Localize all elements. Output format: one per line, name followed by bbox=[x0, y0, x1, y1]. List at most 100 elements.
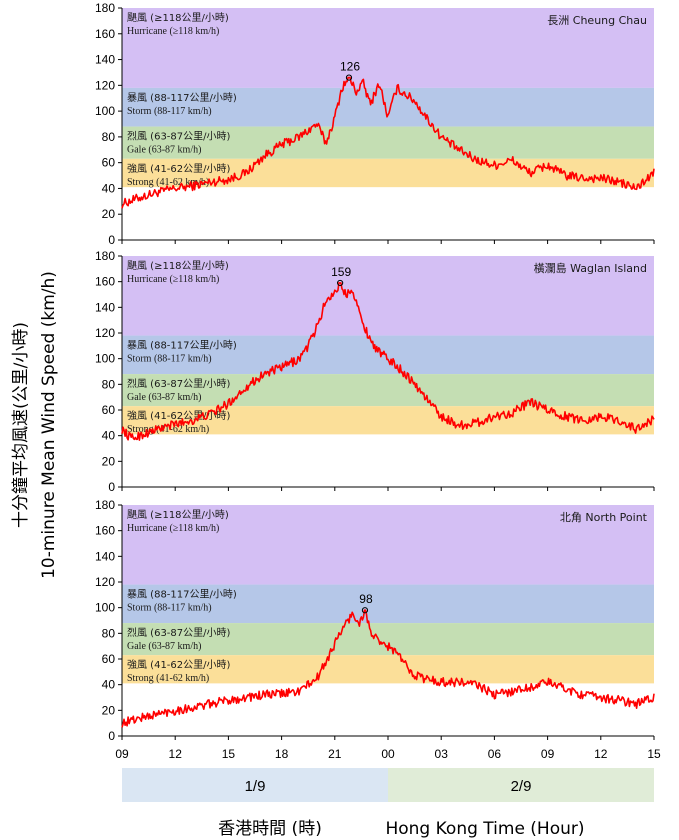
y-tick-label: 40 bbox=[102, 429, 116, 443]
band-1 bbox=[122, 87, 654, 127]
y-tick-label: 60 bbox=[102, 156, 116, 170]
band-1 bbox=[122, 335, 654, 375]
y-tick-label: 180 bbox=[95, 1, 115, 15]
x-tick-label: 18 bbox=[275, 747, 289, 761]
x-axis: 09 12 15 18 21 00 03 06 09 12 15 bbox=[115, 747, 661, 761]
y-tick-label: 140 bbox=[95, 549, 115, 563]
band-label-en: Strong (41-62 km/h) bbox=[127, 424, 209, 435]
y-tick-label: 60 bbox=[102, 652, 116, 666]
y-tick-label: 20 bbox=[102, 454, 116, 468]
y-axis-label-zh: 十分鐘平均風速(公里/小時) bbox=[11, 322, 31, 528]
station-name: 橫瀾島 Waglan Island bbox=[534, 261, 647, 275]
peak-marker bbox=[345, 74, 353, 81]
date-segment bbox=[122, 768, 388, 802]
y-tick-label: 120 bbox=[95, 575, 115, 589]
band-label-zh: 烈風 (63-87公里/小時) bbox=[127, 627, 231, 639]
band-label-en: Storm (88-117 km/h) bbox=[127, 106, 212, 117]
y-tick-label: 0 bbox=[108, 480, 115, 494]
panel-2: 颶風 (≥118公里/小時) Hurricane (≥118 km/h) 暴風 (8… bbox=[95, 249, 655, 494]
band-label-en: Gale (63-87 km/h) bbox=[127, 641, 201, 652]
band-label-zh: 暴風 (88-117公里/小時) bbox=[127, 92, 237, 104]
band-label-zh: 強風 (41-62公里/小時) bbox=[127, 658, 231, 671]
band-label-en: Gale (63-87 km/h) bbox=[127, 392, 201, 403]
band-label-zh: 烈風 (63-87公里/小時) bbox=[127, 131, 231, 143]
band-2 bbox=[122, 374, 654, 407]
y-tick-label: 20 bbox=[102, 207, 116, 221]
y-tick-label: 20 bbox=[102, 703, 116, 717]
x-tick-label: 09 bbox=[115, 747, 129, 761]
y-tick-label: 100 bbox=[95, 104, 115, 118]
y-tick-label: 100 bbox=[95, 352, 115, 366]
y-tick-label: 120 bbox=[95, 78, 115, 92]
band-label-zh: 颶風 (≥118公里/小時) bbox=[127, 509, 229, 521]
band-3 bbox=[122, 655, 654, 684]
panel-1: 颶風 (≥118公里/小時) Hurricane (≥118 km/h) 暴風 (8… bbox=[95, 1, 655, 247]
band-label-en: Strong (41-62 km/h) bbox=[127, 673, 209, 684]
y-tick-label: 80 bbox=[102, 130, 116, 144]
x-tick-label: 06 bbox=[488, 747, 502, 761]
peak-label: 159 bbox=[331, 265, 351, 279]
y-tick-label: 0 bbox=[108, 233, 115, 247]
date-label: 1/9 bbox=[245, 778, 266, 795]
y-tick-label: 0 bbox=[108, 729, 115, 743]
band-1 bbox=[122, 584, 654, 624]
band-2 bbox=[122, 126, 654, 159]
x-tick-label: 03 bbox=[435, 747, 449, 761]
x-tick-label: 12 bbox=[594, 747, 608, 761]
y-tick-label: 60 bbox=[102, 403, 116, 417]
x-tick-label: 21 bbox=[328, 747, 342, 761]
band-label-en: Gale (63-87 km/h) bbox=[127, 145, 201, 156]
band-0 bbox=[122, 256, 654, 336]
y-tick-label: 160 bbox=[95, 27, 115, 41]
y-tick-label: 40 bbox=[102, 181, 116, 195]
x-tick-label: 12 bbox=[169, 747, 183, 761]
band-label-zh: 烈風 (63-87公里/小時) bbox=[127, 378, 231, 390]
band-label-en: Storm (88-117 km/h) bbox=[127, 603, 212, 614]
y-tick-label: 160 bbox=[95, 524, 115, 538]
band-0 bbox=[122, 8, 654, 88]
band-label-zh: 暴風 (88-117公里/小時) bbox=[127, 340, 237, 352]
x-axis-label-zh: 香港時間 (時) bbox=[218, 819, 322, 839]
y-tick-label: 100 bbox=[95, 601, 115, 615]
wind-speed-line bbox=[121, 609, 655, 728]
wind-speed-line bbox=[121, 282, 655, 441]
x-tick-label: 15 bbox=[647, 747, 661, 761]
chart-panels: 颶風 (≥118公里/小時) Hurricane (≥118 km/h) 暴風 (8… bbox=[95, 1, 655, 743]
x-axis-label-en: Hong Kong Time (Hour) bbox=[385, 819, 584, 839]
station-name: 北角 North Point bbox=[560, 511, 648, 524]
peak-label: 126 bbox=[340, 60, 360, 74]
date-segment bbox=[388, 768, 654, 802]
y-tick-label: 180 bbox=[95, 249, 115, 263]
y-tick-label: 80 bbox=[102, 377, 116, 391]
y-tick-label: 140 bbox=[95, 300, 115, 314]
y-tick-label: 180 bbox=[95, 498, 115, 512]
panel-3: 颶風 (≥118公里/小時) Hurricane (≥118 km/h) 暴風 (8… bbox=[95, 498, 655, 743]
x-tick-label: 15 bbox=[222, 747, 236, 761]
band-0 bbox=[122, 505, 654, 585]
y-axis-label-en: 10-minure Mean Wind Speed (km/h) bbox=[39, 271, 59, 579]
peak-label: 98 bbox=[359, 592, 373, 606]
band-label-zh: 颶風 (≥118公里/小時) bbox=[127, 260, 229, 272]
wind-speed-line bbox=[121, 76, 655, 209]
band-label-en: Strong (41-62 km/h) bbox=[127, 177, 209, 188]
band-label-en: Storm (88-117 km/h) bbox=[127, 354, 212, 365]
peak-marker bbox=[337, 279, 344, 287]
y-tick-label: 80 bbox=[102, 626, 116, 640]
y-tick-label: 120 bbox=[95, 326, 115, 340]
y-tick-label: 160 bbox=[95, 275, 115, 289]
date-label: 2/9 bbox=[511, 778, 532, 795]
band-label-zh: 強風 (41-62公里/小時) bbox=[127, 162, 231, 175]
date-bar: 1/9 2/9 bbox=[122, 768, 654, 802]
peak-marker bbox=[361, 607, 369, 614]
band-label-en: Hurricane (≥118 km/h) bbox=[127, 274, 219, 285]
band-label-en: Hurricane (≥118 km/h) bbox=[127, 26, 219, 37]
band-label-zh: 颶風 (≥118公里/小時) bbox=[127, 12, 229, 24]
band-label-en: Hurricane (≥118 km/h) bbox=[127, 523, 219, 534]
station-name: 長洲 Cheung Chau bbox=[547, 14, 647, 27]
band-label-zh: 暴風 (88-117公里/小時) bbox=[127, 589, 237, 601]
x-tick-label: 09 bbox=[541, 747, 555, 761]
y-tick-label: 140 bbox=[95, 53, 115, 67]
x-tick-label: 00 bbox=[381, 747, 395, 761]
y-tick-label: 40 bbox=[102, 678, 116, 692]
